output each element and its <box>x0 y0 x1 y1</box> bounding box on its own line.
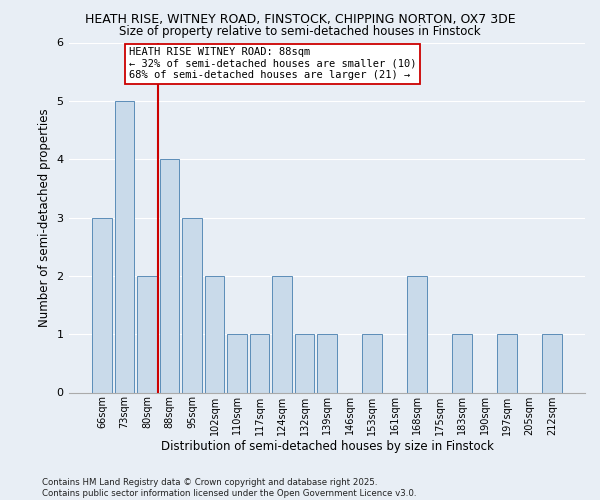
Text: Contains HM Land Registry data © Crown copyright and database right 2025.
Contai: Contains HM Land Registry data © Crown c… <box>42 478 416 498</box>
Bar <box>317 334 337 392</box>
Bar <box>182 218 202 392</box>
Bar <box>250 334 269 392</box>
Bar <box>362 334 382 392</box>
Bar <box>407 276 427 392</box>
X-axis label: Distribution of semi-detached houses by size in Finstock: Distribution of semi-detached houses by … <box>161 440 493 453</box>
Bar <box>92 218 112 392</box>
Text: HEATH RISE, WITNEY ROAD, FINSTOCK, CHIPPING NORTON, OX7 3DE: HEATH RISE, WITNEY ROAD, FINSTOCK, CHIPP… <box>85 12 515 26</box>
Bar <box>497 334 517 392</box>
Bar <box>295 334 314 392</box>
Bar <box>160 159 179 392</box>
Bar <box>452 334 472 392</box>
Bar <box>115 101 134 392</box>
Text: HEATH RISE WITNEY ROAD: 88sqm
← 32% of semi-detached houses are smaller (10)
68%: HEATH RISE WITNEY ROAD: 88sqm ← 32% of s… <box>129 47 416 80</box>
Bar <box>542 334 562 392</box>
Bar <box>272 276 292 392</box>
Bar <box>137 276 157 392</box>
Bar <box>205 276 224 392</box>
Y-axis label: Number of semi-detached properties: Number of semi-detached properties <box>38 108 51 327</box>
Text: Size of property relative to semi-detached houses in Finstock: Size of property relative to semi-detach… <box>119 25 481 38</box>
Bar <box>227 334 247 392</box>
